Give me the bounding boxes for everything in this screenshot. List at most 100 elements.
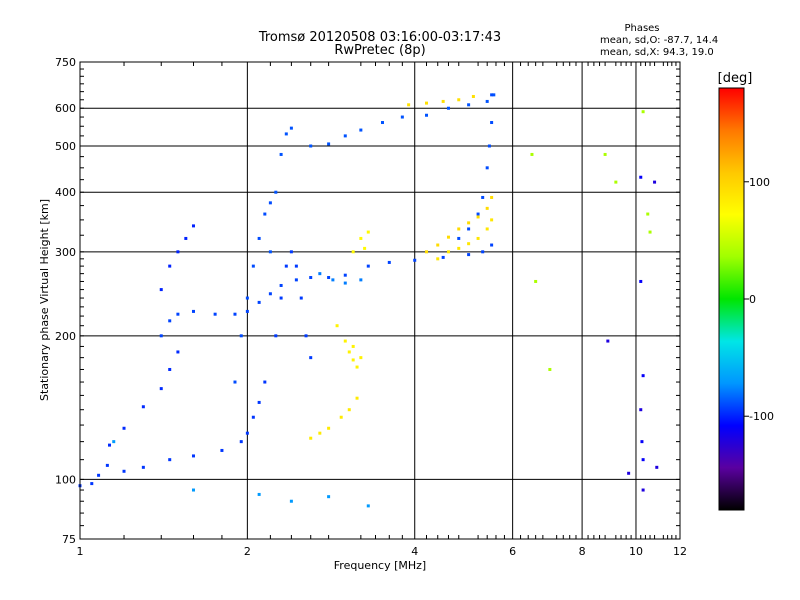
data-point <box>640 440 644 444</box>
colorbar <box>718 87 745 511</box>
data-point <box>425 113 429 117</box>
data-point <box>168 458 172 462</box>
y-axis-label: Stationary phase Virtual Height [km] <box>38 199 51 401</box>
data-point <box>191 309 195 313</box>
data-point <box>467 227 471 231</box>
data-point <box>485 166 489 170</box>
data-point <box>355 365 359 369</box>
data-point <box>425 101 429 105</box>
data-point <box>239 440 243 444</box>
data-point <box>492 93 496 97</box>
data-point <box>245 296 249 300</box>
data-point <box>168 367 172 371</box>
data-point <box>476 215 480 219</box>
data-point <box>347 408 351 412</box>
data-point <box>490 93 494 97</box>
data-point <box>476 236 480 240</box>
data-point <box>279 296 283 300</box>
data-point <box>446 106 450 110</box>
data-point <box>641 458 645 462</box>
data-point <box>380 121 384 125</box>
data-point <box>318 431 322 435</box>
data-point <box>343 281 347 285</box>
data-point <box>122 469 126 473</box>
data-point <box>304 334 308 338</box>
data-point <box>176 350 180 354</box>
data-point <box>641 374 645 378</box>
data-point <box>639 279 643 283</box>
data-point <box>476 212 480 216</box>
data-point <box>490 243 494 247</box>
data-point <box>485 99 489 103</box>
data-point <box>481 195 485 199</box>
data-point <box>606 339 610 343</box>
data-point <box>639 175 643 179</box>
data-point <box>446 250 450 254</box>
data-point <box>467 242 471 246</box>
data-point <box>359 236 363 240</box>
colorbar-tick-label: 0 <box>749 293 756 306</box>
data-point <box>366 264 370 268</box>
data-point <box>359 278 363 282</box>
data-point <box>339 415 343 419</box>
colorbar-ticks: 100 0 -100 <box>744 176 774 423</box>
data-point <box>294 278 298 282</box>
data-point <box>309 356 313 360</box>
phases-title: Phases <box>624 23 659 34</box>
data-point <box>485 227 489 231</box>
data-point <box>318 272 322 276</box>
data-point <box>653 180 657 184</box>
data-point <box>299 296 303 300</box>
data-point <box>191 488 195 492</box>
data-point <box>309 436 313 440</box>
data-point <box>268 292 272 296</box>
colorbar-unit-label: [deg] <box>718 71 753 86</box>
data-point <box>436 243 440 247</box>
chart-title-line1: Tromsø 20120508 03:16:00-03:17:43 <box>258 30 501 45</box>
data-point <box>191 224 195 228</box>
data-point <box>284 132 288 136</box>
data-point <box>335 324 339 328</box>
data-point <box>108 443 112 447</box>
grid-lines <box>80 62 680 539</box>
data-point <box>387 260 391 264</box>
data-point <box>245 431 249 435</box>
data-point <box>641 488 645 492</box>
y-tick-label: 750 <box>55 56 76 69</box>
x-tick-label: 12 <box>673 545 687 558</box>
data-point <box>436 257 440 261</box>
data-point <box>159 288 163 292</box>
data-point <box>176 250 180 254</box>
x-tick-label: 2 <box>244 545 251 558</box>
data-point <box>457 98 461 102</box>
data-point <box>534 279 538 283</box>
data-point <box>343 339 347 343</box>
x-tick-label: 1 <box>77 545 84 558</box>
data-point <box>485 206 489 210</box>
data-points <box>78 93 659 508</box>
y-tick-label: 500 <box>55 140 76 153</box>
data-point <box>176 312 180 316</box>
data-point <box>168 319 172 323</box>
data-point <box>184 236 188 240</box>
phases-line1: mean, sd,O: -87.7, 14.4 <box>600 35 718 46</box>
data-point <box>239 334 243 338</box>
y-tick-label: 400 <box>55 186 76 199</box>
data-point <box>327 495 331 499</box>
data-point <box>343 134 347 138</box>
data-point <box>467 103 471 107</box>
data-point <box>289 250 293 254</box>
data-point <box>112 440 116 444</box>
data-point <box>627 471 631 475</box>
colorbar-tick-label: -100 <box>749 410 774 423</box>
data-point <box>471 94 475 98</box>
data-point <box>122 426 126 430</box>
data-point <box>446 235 450 239</box>
chart-title-line2: RwPretec (8p) <box>334 43 425 58</box>
data-point <box>467 253 471 257</box>
data-point <box>355 396 359 400</box>
data-point <box>257 492 261 496</box>
data-point <box>159 334 163 338</box>
